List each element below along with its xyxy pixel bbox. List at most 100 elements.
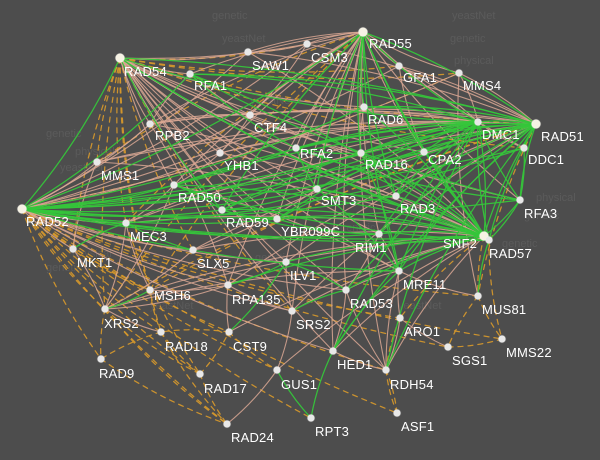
graph-node-gfa1[interactable] [395,62,403,70]
graph-node-rad54[interactable] [115,53,125,63]
graph-edge [362,31,479,123]
graph-node-rpb2[interactable] [146,120,154,128]
graph-edge [285,261,293,312]
graph-edge [447,295,479,348]
graph-node-rad50[interactable] [170,181,178,189]
graph-node-rad9[interactable] [97,355,105,363]
graph-node-mms22[interactable] [498,335,506,343]
graph-edge [247,51,485,237]
graph-node-label-ctf4: CTF4 [254,120,288,135]
graph-node-asf1[interactable] [393,409,401,417]
graph-edge [363,105,537,125]
graph-node-rad24[interactable] [223,420,231,428]
graph-edge [276,235,485,371]
graph-node-rim1[interactable] [375,230,383,238]
graph-node-rad18[interactable] [157,328,165,336]
graph-node-label-hed1: HED1 [337,357,373,372]
graph-edge [72,248,106,310]
graph-edge [276,121,479,220]
graph-edge [189,73,521,201]
graph-node-rad55[interactable] [358,27,368,37]
graph-edge [189,73,485,237]
graph-node-msh6[interactable] [146,286,154,294]
graph-node-rfa2[interactable] [292,144,300,152]
graph-edge [345,289,387,371]
graph-node-sgs1[interactable] [444,343,452,351]
graph-node-rad59[interactable] [218,206,226,214]
graph-node-ybr099c[interactable] [273,215,281,223]
graph-node-rpa135[interactable] [224,281,232,289]
graph-node-rad52[interactable] [17,204,27,214]
graph-edge [173,152,221,186]
graph-node-srs2[interactable] [288,307,296,315]
graph-edge [476,121,490,241]
graph-node-label-rad6: RAD6 [368,112,404,127]
graph-edge [221,208,485,237]
graph-edge [360,121,479,154]
graph-node-rdh54[interactable] [382,366,390,374]
graph-edge [21,208,278,371]
graph-edge [398,121,479,272]
graph-edge [221,188,318,211]
graph-edge [21,57,121,210]
graph-node-rad6[interactable] [360,103,368,111]
graph-node-mms4[interactable] [455,69,463,77]
graph-edge [285,261,347,291]
graph-node-yhb1[interactable] [216,149,224,157]
graph-node-mms1[interactable] [93,158,101,166]
graph-node-ctf4[interactable] [246,111,254,119]
graph-edge [189,73,297,149]
graph-node-mkt1[interactable] [69,245,77,253]
graph-edge [362,31,485,237]
graph-edge [362,31,537,125]
graph-node-saw1[interactable] [244,48,252,56]
graph-node-rpt3[interactable] [307,414,315,422]
graph-node-rad3[interactable] [392,192,400,200]
graph-edge [332,121,479,352]
graph-node-rad17[interactable] [196,370,204,378]
graph-edge [104,249,194,310]
graph-node-aro1[interactable] [396,314,404,322]
graph-node-csm3[interactable] [303,40,311,48]
graph-edge [488,199,521,241]
graph-node-label-ybr099c: YBR099C [281,224,341,239]
graph-edge [21,208,503,340]
graph-node-label-gfa1: GFA1 [403,70,438,85]
graph-edge [21,31,364,210]
graph-node-label-xrs2: XRS2 [104,316,139,331]
graph-node-ddc1[interactable] [520,144,528,152]
graph-node-label-rpt3: RPT3 [315,424,350,439]
graph-edge [247,43,308,53]
graph-node-mus81[interactable] [474,292,482,300]
graph-edge [104,289,151,310]
graph-node-cst9[interactable] [225,328,233,336]
graph-node-dmc1[interactable] [474,118,482,126]
graph-node-rad53[interactable] [342,286,350,294]
graph-node-hed1[interactable] [329,347,337,355]
graph-node-rfa3[interactable] [516,196,524,204]
graph-node-xrs2[interactable] [101,305,109,313]
graph-edge [21,208,162,333]
graph-node-cpa2[interactable] [420,148,428,156]
graph-node-rad57[interactable] [485,236,493,244]
graph-node-mec3[interactable] [122,219,130,227]
graph-node-slx5[interactable] [189,246,197,254]
graph-node-gus1[interactable] [273,366,281,374]
graph-node-smt3[interactable] [313,185,321,193]
graph-node-label-rad18: RAD18 [165,339,208,354]
graph-node-ilv1[interactable] [282,258,290,266]
graph-node-snf2[interactable] [479,231,489,241]
graph-node-rad51[interactable] [531,119,541,129]
graph-node-rad16[interactable] [357,149,365,157]
graph-edge [385,369,398,414]
graph-node-label-mms1: MMS1 [101,168,140,183]
graph-edge [395,121,479,197]
graph-node-rfa1[interactable] [186,70,194,78]
graph-edge [385,121,479,371]
graph-node-mre11[interactable] [395,267,403,275]
graph-edge [96,57,121,163]
graph-edge [291,289,347,312]
graph-node-label-rad9: RAD9 [99,366,135,381]
